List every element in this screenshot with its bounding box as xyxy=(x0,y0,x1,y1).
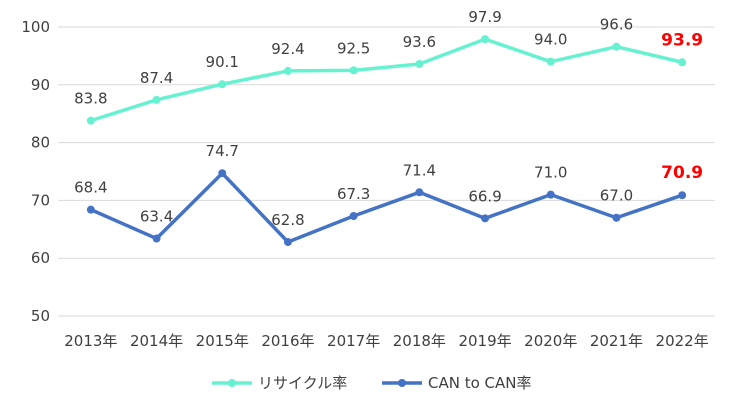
data-point xyxy=(481,35,490,44)
series-line-1 xyxy=(89,37,684,123)
x-tick-label: 2013年 xyxy=(64,332,117,350)
data-point xyxy=(612,213,621,222)
data-point xyxy=(218,80,227,89)
y-tick-label: 70 xyxy=(31,191,50,209)
data-label: 70.9 xyxy=(661,163,703,183)
series-line-2 xyxy=(89,171,684,244)
legend-swatch-marker xyxy=(228,379,236,387)
data-label: 87.4 xyxy=(140,69,173,87)
data-label: 90.1 xyxy=(206,53,239,71)
data-point xyxy=(415,188,424,197)
legend: リサイクル率 CAN to CAN率 xyxy=(212,374,532,392)
data-label: 62.8 xyxy=(271,211,304,229)
data-point xyxy=(152,234,161,243)
y-tick-label: 60 xyxy=(31,249,50,267)
data-point xyxy=(349,66,358,75)
data-point xyxy=(218,169,227,178)
x-tick-label: 2017年 xyxy=(327,332,380,350)
data-point xyxy=(283,66,292,75)
x-tick-label: 2018年 xyxy=(393,332,446,350)
x-tick-label: 2022年 xyxy=(656,332,709,350)
legend-swatch-marker xyxy=(398,379,406,387)
legend-label: リサイクル率 xyxy=(258,374,347,392)
data-point xyxy=(678,58,687,67)
data-label: 63.4 xyxy=(140,208,173,226)
y-tick-label: 50 xyxy=(31,307,50,325)
data-point xyxy=(152,95,161,104)
data-label: 92.4 xyxy=(271,40,304,58)
y-axis-ticks: 50 60 70 80 90 100 xyxy=(21,18,50,325)
data-label: 71.4 xyxy=(403,161,436,179)
data-label: 66.9 xyxy=(468,187,501,205)
y-tick-label: 90 xyxy=(31,76,50,94)
data-label: 97.9 xyxy=(468,8,501,26)
legend-label: CAN to CAN率 xyxy=(428,374,532,392)
data-label: 93.9 xyxy=(661,30,703,50)
data-point xyxy=(415,59,424,68)
data-point xyxy=(481,214,490,223)
data-label: 71.0 xyxy=(534,164,567,182)
y-tick-label: 100 xyxy=(21,18,50,36)
data-label: 92.5 xyxy=(337,39,370,57)
data-point xyxy=(86,116,95,125)
data-label: 93.6 xyxy=(403,33,436,51)
data-point xyxy=(349,212,358,221)
y-tick-label: 80 xyxy=(31,134,50,152)
x-tick-label: 2021年 xyxy=(590,332,643,350)
data-point xyxy=(546,57,555,66)
data-label: 67.3 xyxy=(337,185,370,203)
x-axis-ticks: 2013年 2014年 2015年 2016年 2017年 2018年 2019年 2020年… xyxy=(64,332,708,350)
x-tick-label: 2015年 xyxy=(196,332,249,350)
data-labels: 83.8 87.4 90.1 92.4 92.5 93.6 97.9 94.0 96.6 93.9… xyxy=(74,8,703,229)
data-label: 74.7 xyxy=(206,142,239,160)
x-tick-label: 2014年 xyxy=(130,332,183,350)
data-point xyxy=(283,238,292,247)
x-tick-label: 2020年 xyxy=(524,332,577,350)
data-point xyxy=(546,190,555,199)
data-label: 67.0 xyxy=(600,187,633,205)
x-tick-label: 2019年 xyxy=(458,332,511,350)
data-label: 83.8 xyxy=(74,90,107,108)
gridlines xyxy=(58,26,715,317)
data-point xyxy=(612,42,621,51)
data-point xyxy=(86,205,95,214)
data-label: 68.4 xyxy=(74,179,107,197)
series-lines xyxy=(86,35,687,247)
data-label: 94.0 xyxy=(534,31,567,49)
data-point xyxy=(678,191,687,200)
x-tick-label: 2016年 xyxy=(261,332,314,350)
data-label: 96.6 xyxy=(600,16,633,34)
